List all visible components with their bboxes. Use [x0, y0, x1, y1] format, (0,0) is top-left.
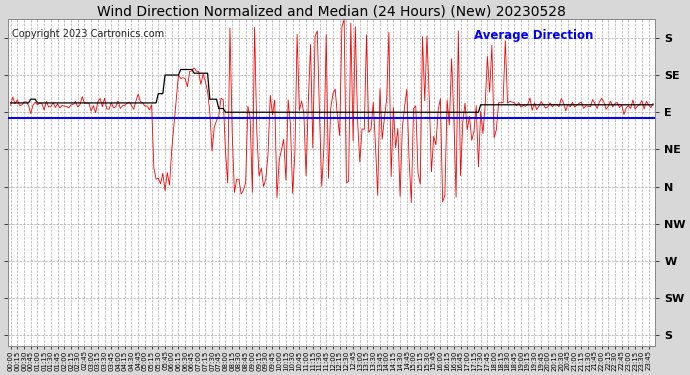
Title: Wind Direction Normalized and Median (24 Hours) (New) 20230528: Wind Direction Normalized and Median (24…	[97, 4, 566, 18]
Text: Average Direction: Average Direction	[474, 29, 593, 42]
Text: Copyright 2023 Cartronics.com: Copyright 2023 Cartronics.com	[12, 29, 164, 39]
